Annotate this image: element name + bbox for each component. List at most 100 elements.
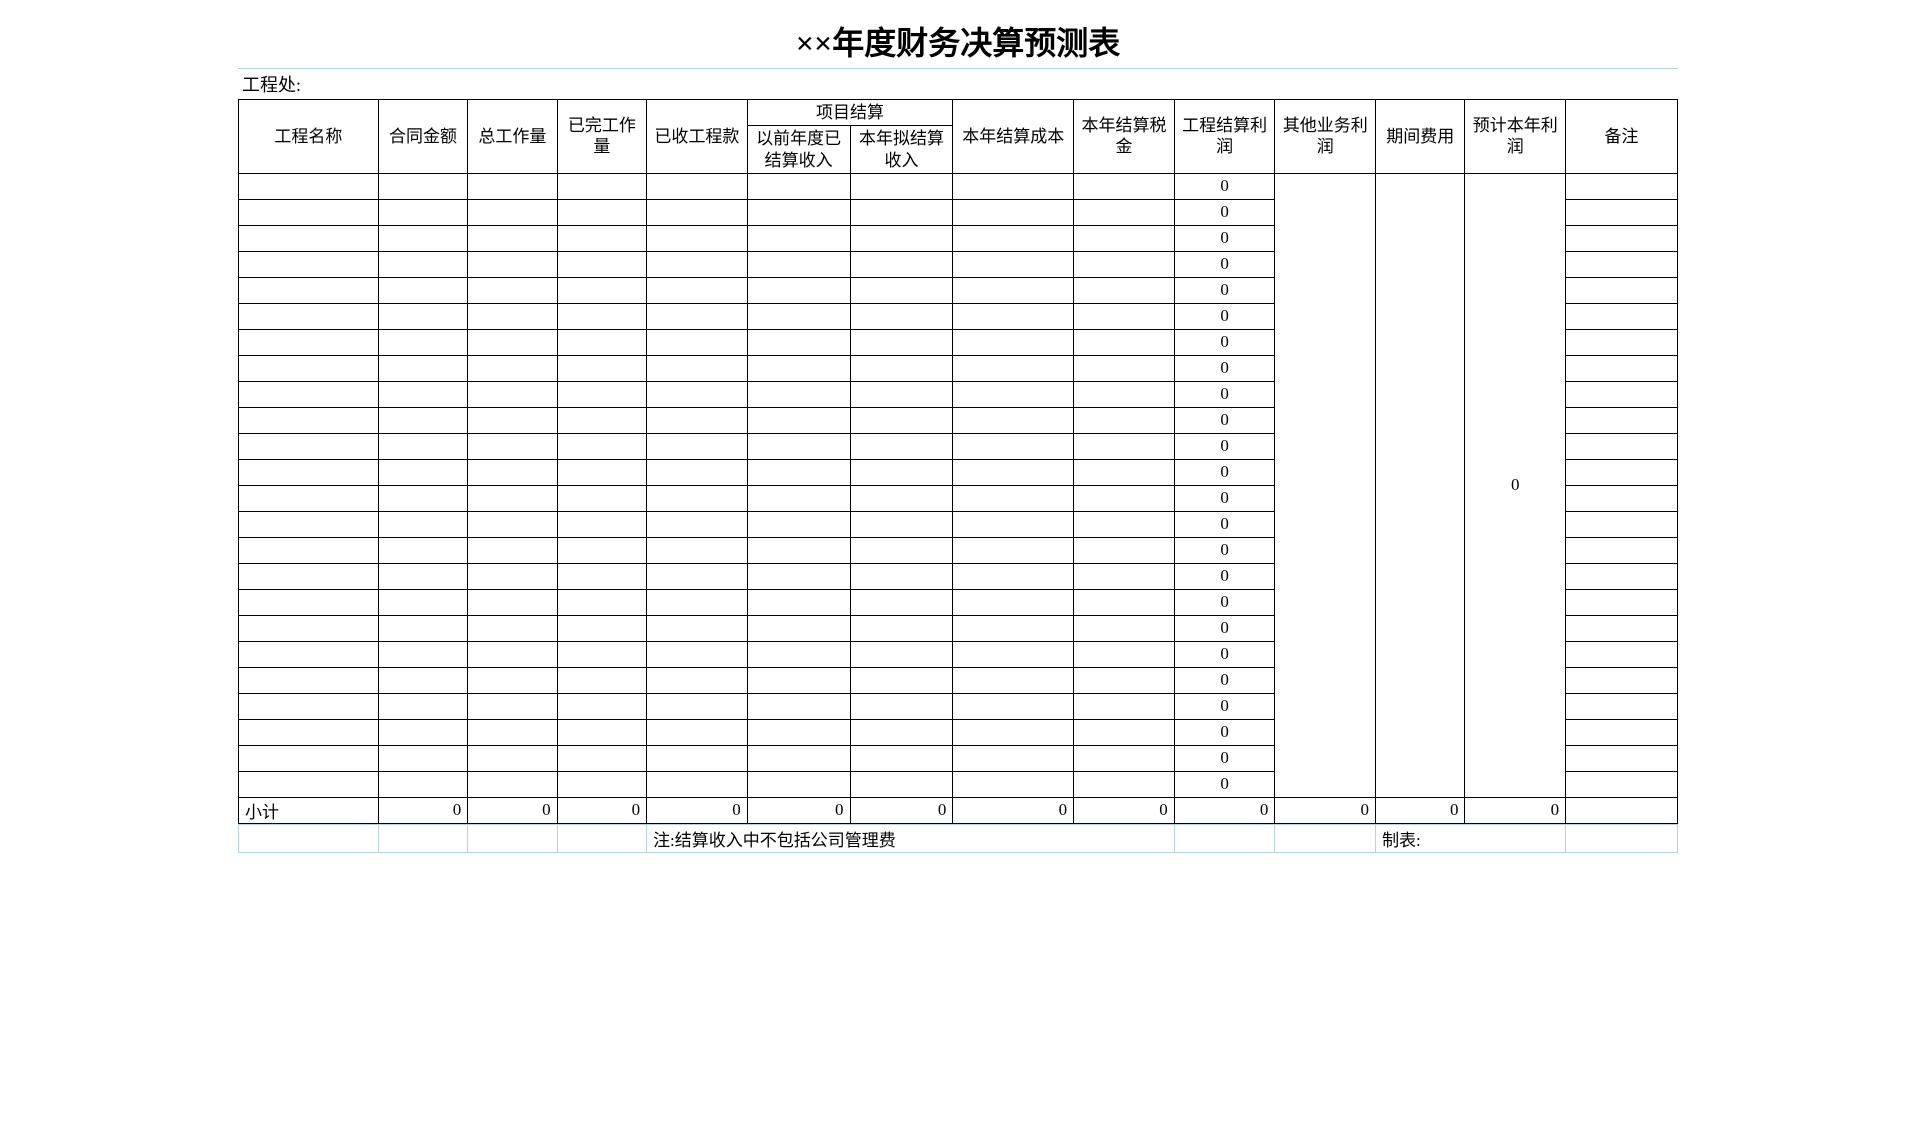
cell [647,771,748,797]
cell [647,485,748,511]
cell [378,667,467,693]
cell [647,693,748,719]
cell [850,745,953,771]
cell [468,641,557,667]
cell [239,641,379,667]
cell [953,459,1074,485]
cell [239,667,379,693]
cell [239,381,379,407]
cell [1566,537,1678,563]
cell [557,433,646,459]
cell [850,719,953,745]
cell [468,485,557,511]
cell: 0 [1174,173,1275,199]
cell [1074,355,1175,381]
cell [1566,381,1678,407]
cell [468,199,557,225]
cell [1074,303,1175,329]
cell [239,355,379,381]
cell [378,745,467,771]
cell [1074,771,1175,797]
cell [239,771,379,797]
cell [747,719,850,745]
cell [468,225,557,251]
cell [747,615,850,641]
cell [557,511,646,537]
cell [747,173,850,199]
cell [468,719,557,745]
cell [378,407,467,433]
cell [953,719,1074,745]
cell [747,225,850,251]
cell [747,303,850,329]
cell [378,277,467,303]
col-prev-settled-income: 以前年度已结算收入 [747,126,850,174]
cell [1566,719,1678,745]
cell [1074,485,1175,511]
cell [1566,485,1678,511]
cell [647,589,748,615]
cell [1074,563,1175,589]
cell [468,251,557,277]
col-contract-amount: 合同金额 [378,100,467,174]
col-remark: 备注 [1566,100,1678,174]
cell [850,693,953,719]
cell [647,745,748,771]
cell [647,303,748,329]
cell [1566,693,1678,719]
cell [239,563,379,589]
cell [747,693,850,719]
footnote: 注:结算收入中不包括公司管理费 [647,824,1175,852]
cell [239,199,379,225]
cell [953,641,1074,667]
cell [1566,303,1678,329]
cell [1376,173,1465,797]
cell [557,693,646,719]
cell [953,771,1074,797]
cell [1566,251,1678,277]
cell [647,329,748,355]
cell [1074,745,1175,771]
cell [850,381,953,407]
department-label: 工程处: [238,68,1678,99]
cell: 0 [1174,251,1275,277]
cell [647,641,748,667]
cell [747,199,850,225]
cell [468,277,557,303]
cell [557,589,646,615]
cell [557,771,646,797]
cell [1074,667,1175,693]
cell [1074,173,1175,199]
cell [1074,615,1175,641]
cell [557,329,646,355]
cell [1566,355,1678,381]
cell [468,433,557,459]
cell [747,381,850,407]
col-expected-profit: 预计本年利润 [1465,100,1566,174]
col-project-profit: 工程结算利润 [1174,100,1275,174]
cell [850,433,953,459]
cell [557,615,646,641]
cell [1074,641,1175,667]
cell [1074,381,1175,407]
cell [1566,641,1678,667]
cell [953,199,1074,225]
cell [239,407,379,433]
subtotal-cell: 0 [1174,797,1275,823]
cell: 0 [1174,485,1275,511]
cell [850,667,953,693]
cell [1566,225,1678,251]
cell: 0 [1174,693,1275,719]
cell [953,303,1074,329]
cell [468,563,557,589]
cell [850,251,953,277]
cell [378,225,467,251]
cell [239,225,379,251]
cell [468,589,557,615]
cell [378,615,467,641]
cell [1566,771,1678,797]
cell [850,277,953,303]
cell [647,511,748,537]
cell [378,563,467,589]
cell [1074,589,1175,615]
